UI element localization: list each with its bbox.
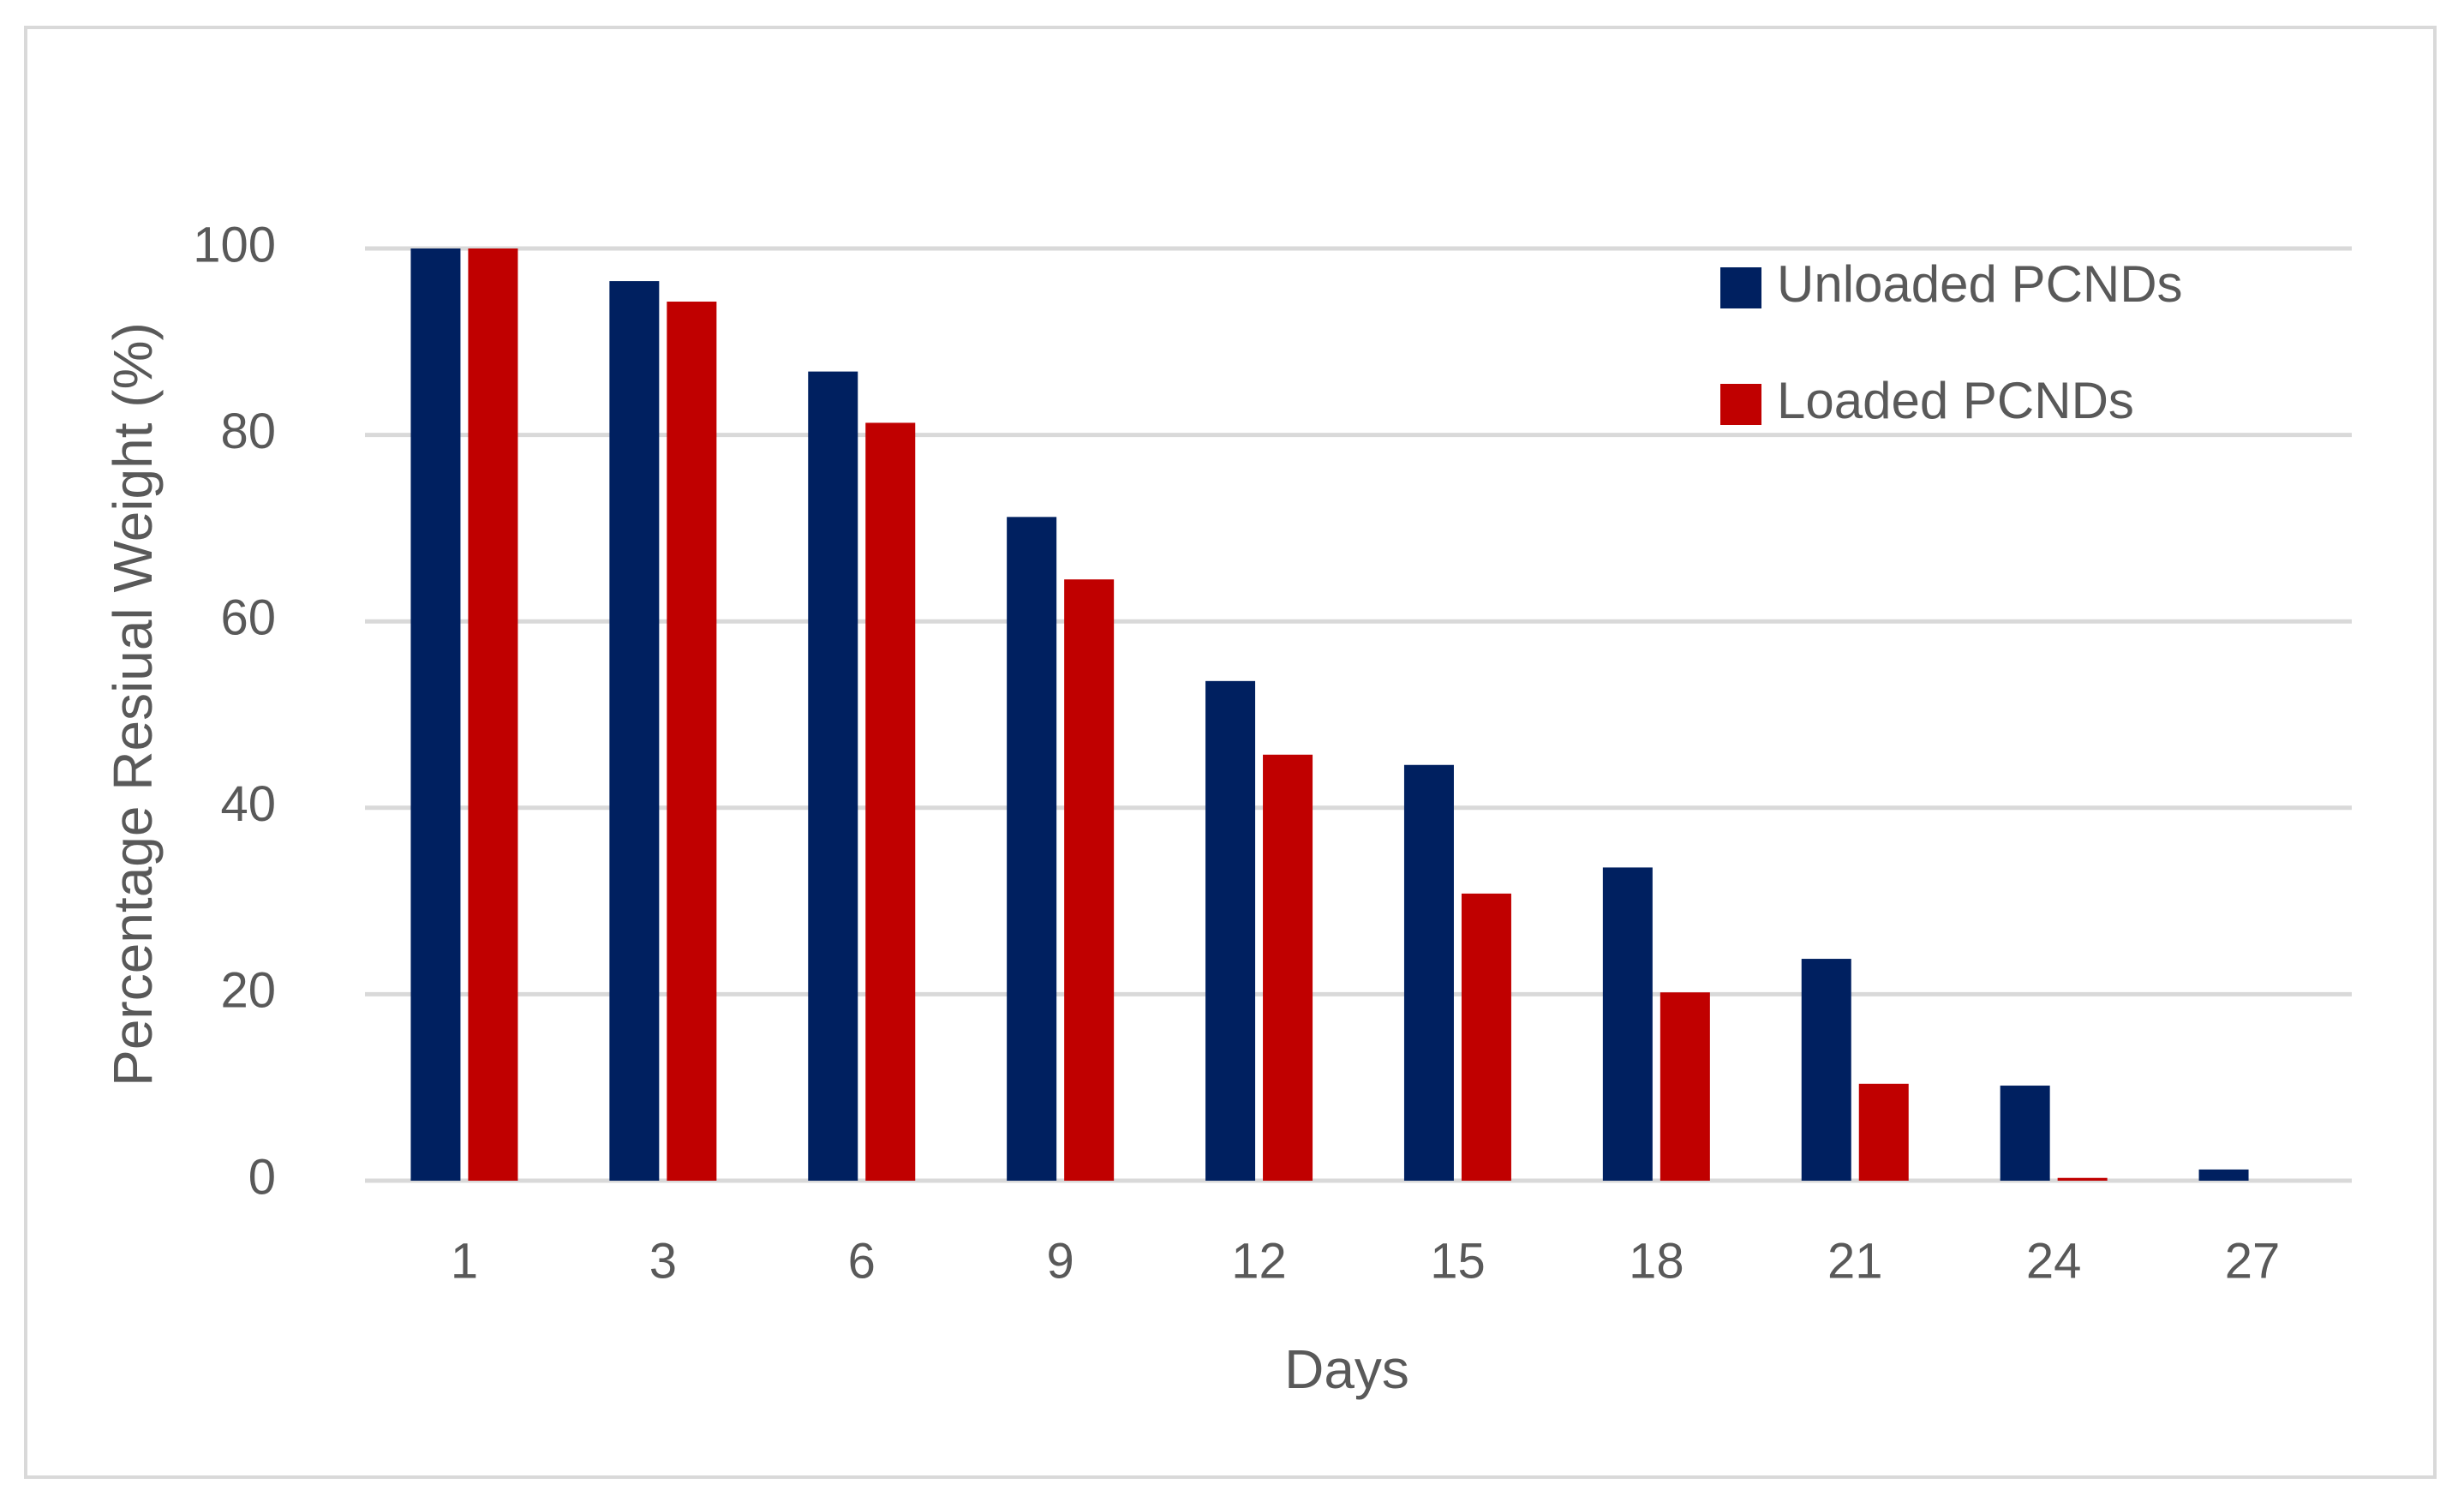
- y-axis-ticks: 0 20 40 60 80 100: [193, 217, 276, 1205]
- legend-swatch-loaded: [1720, 384, 1761, 425]
- y-tick-label: 40: [220, 776, 276, 832]
- y-tick-label: 60: [220, 590, 276, 646]
- bar-unloaded-day-1: [410, 248, 461, 1181]
- x-tick-label: 27: [2225, 1233, 2281, 1289]
- bar-loaded-day-12: [1263, 754, 1313, 1181]
- bar-loaded-day-9: [1064, 579, 1115, 1181]
- bar-unloaded-day-15: [1403, 764, 1454, 1181]
- bar-unloaded-day-27: [2198, 1169, 2249, 1181]
- bar-loaded-day-1: [468, 248, 518, 1181]
- legend: Unloaded PCNDs Loaded PCNDs: [1720, 255, 2183, 429]
- bar-loaded-day-18: [1660, 992, 1710, 1181]
- bar-unloaded-day-12: [1205, 680, 1256, 1181]
- x-tick-label: 3: [649, 1233, 677, 1289]
- x-tick-label: 21: [1827, 1233, 1883, 1289]
- legend-label-loaded: Loaded PCNDs: [1777, 372, 2134, 429]
- bar-unloaded-day-3: [609, 281, 660, 1182]
- bar-loaded-day-24: [2057, 1177, 2108, 1181]
- x-axis-ticks: 1 3 6 9 12 15 18 21 24 27: [451, 1233, 2280, 1289]
- x-tick-label: 15: [1430, 1233, 1486, 1289]
- bar-unloaded-day-6: [808, 371, 858, 1182]
- bars: [410, 248, 2249, 1182]
- y-tick-label: 100: [193, 217, 276, 272]
- y-tick-label: 80: [220, 404, 276, 459]
- bar-loaded-day-6: [865, 422, 916, 1181]
- bar-unloaded-day-9: [1007, 517, 1057, 1181]
- x-axis-title: Days: [1284, 1338, 1409, 1400]
- x-tick-label: 1: [451, 1233, 478, 1289]
- y-tick-label: 20: [220, 963, 276, 1019]
- y-tick-label: 0: [248, 1149, 276, 1205]
- bar-loaded-day-15: [1461, 893, 1511, 1181]
- bar-loaded-day-3: [667, 302, 717, 1181]
- x-tick-label: 12: [1231, 1233, 1287, 1289]
- x-tick-label: 9: [1047, 1233, 1074, 1289]
- legend-label-unloaded: Unloaded PCNDs: [1777, 255, 2183, 313]
- x-tick-label: 24: [2026, 1233, 2082, 1289]
- x-tick-label: 18: [1629, 1233, 1684, 1289]
- x-tick-label: 6: [848, 1233, 876, 1289]
- legend-swatch-unloaded: [1720, 267, 1761, 308]
- bar-loaded-day-21: [1858, 1083, 1909, 1181]
- bar-unloaded-day-21: [1801, 959, 1851, 1181]
- bar-unloaded-day-18: [1602, 867, 1653, 1181]
- bar-unloaded-day-24: [2000, 1086, 2050, 1181]
- y-axis-title: Percentage Resiual Weight (%): [102, 322, 164, 1086]
